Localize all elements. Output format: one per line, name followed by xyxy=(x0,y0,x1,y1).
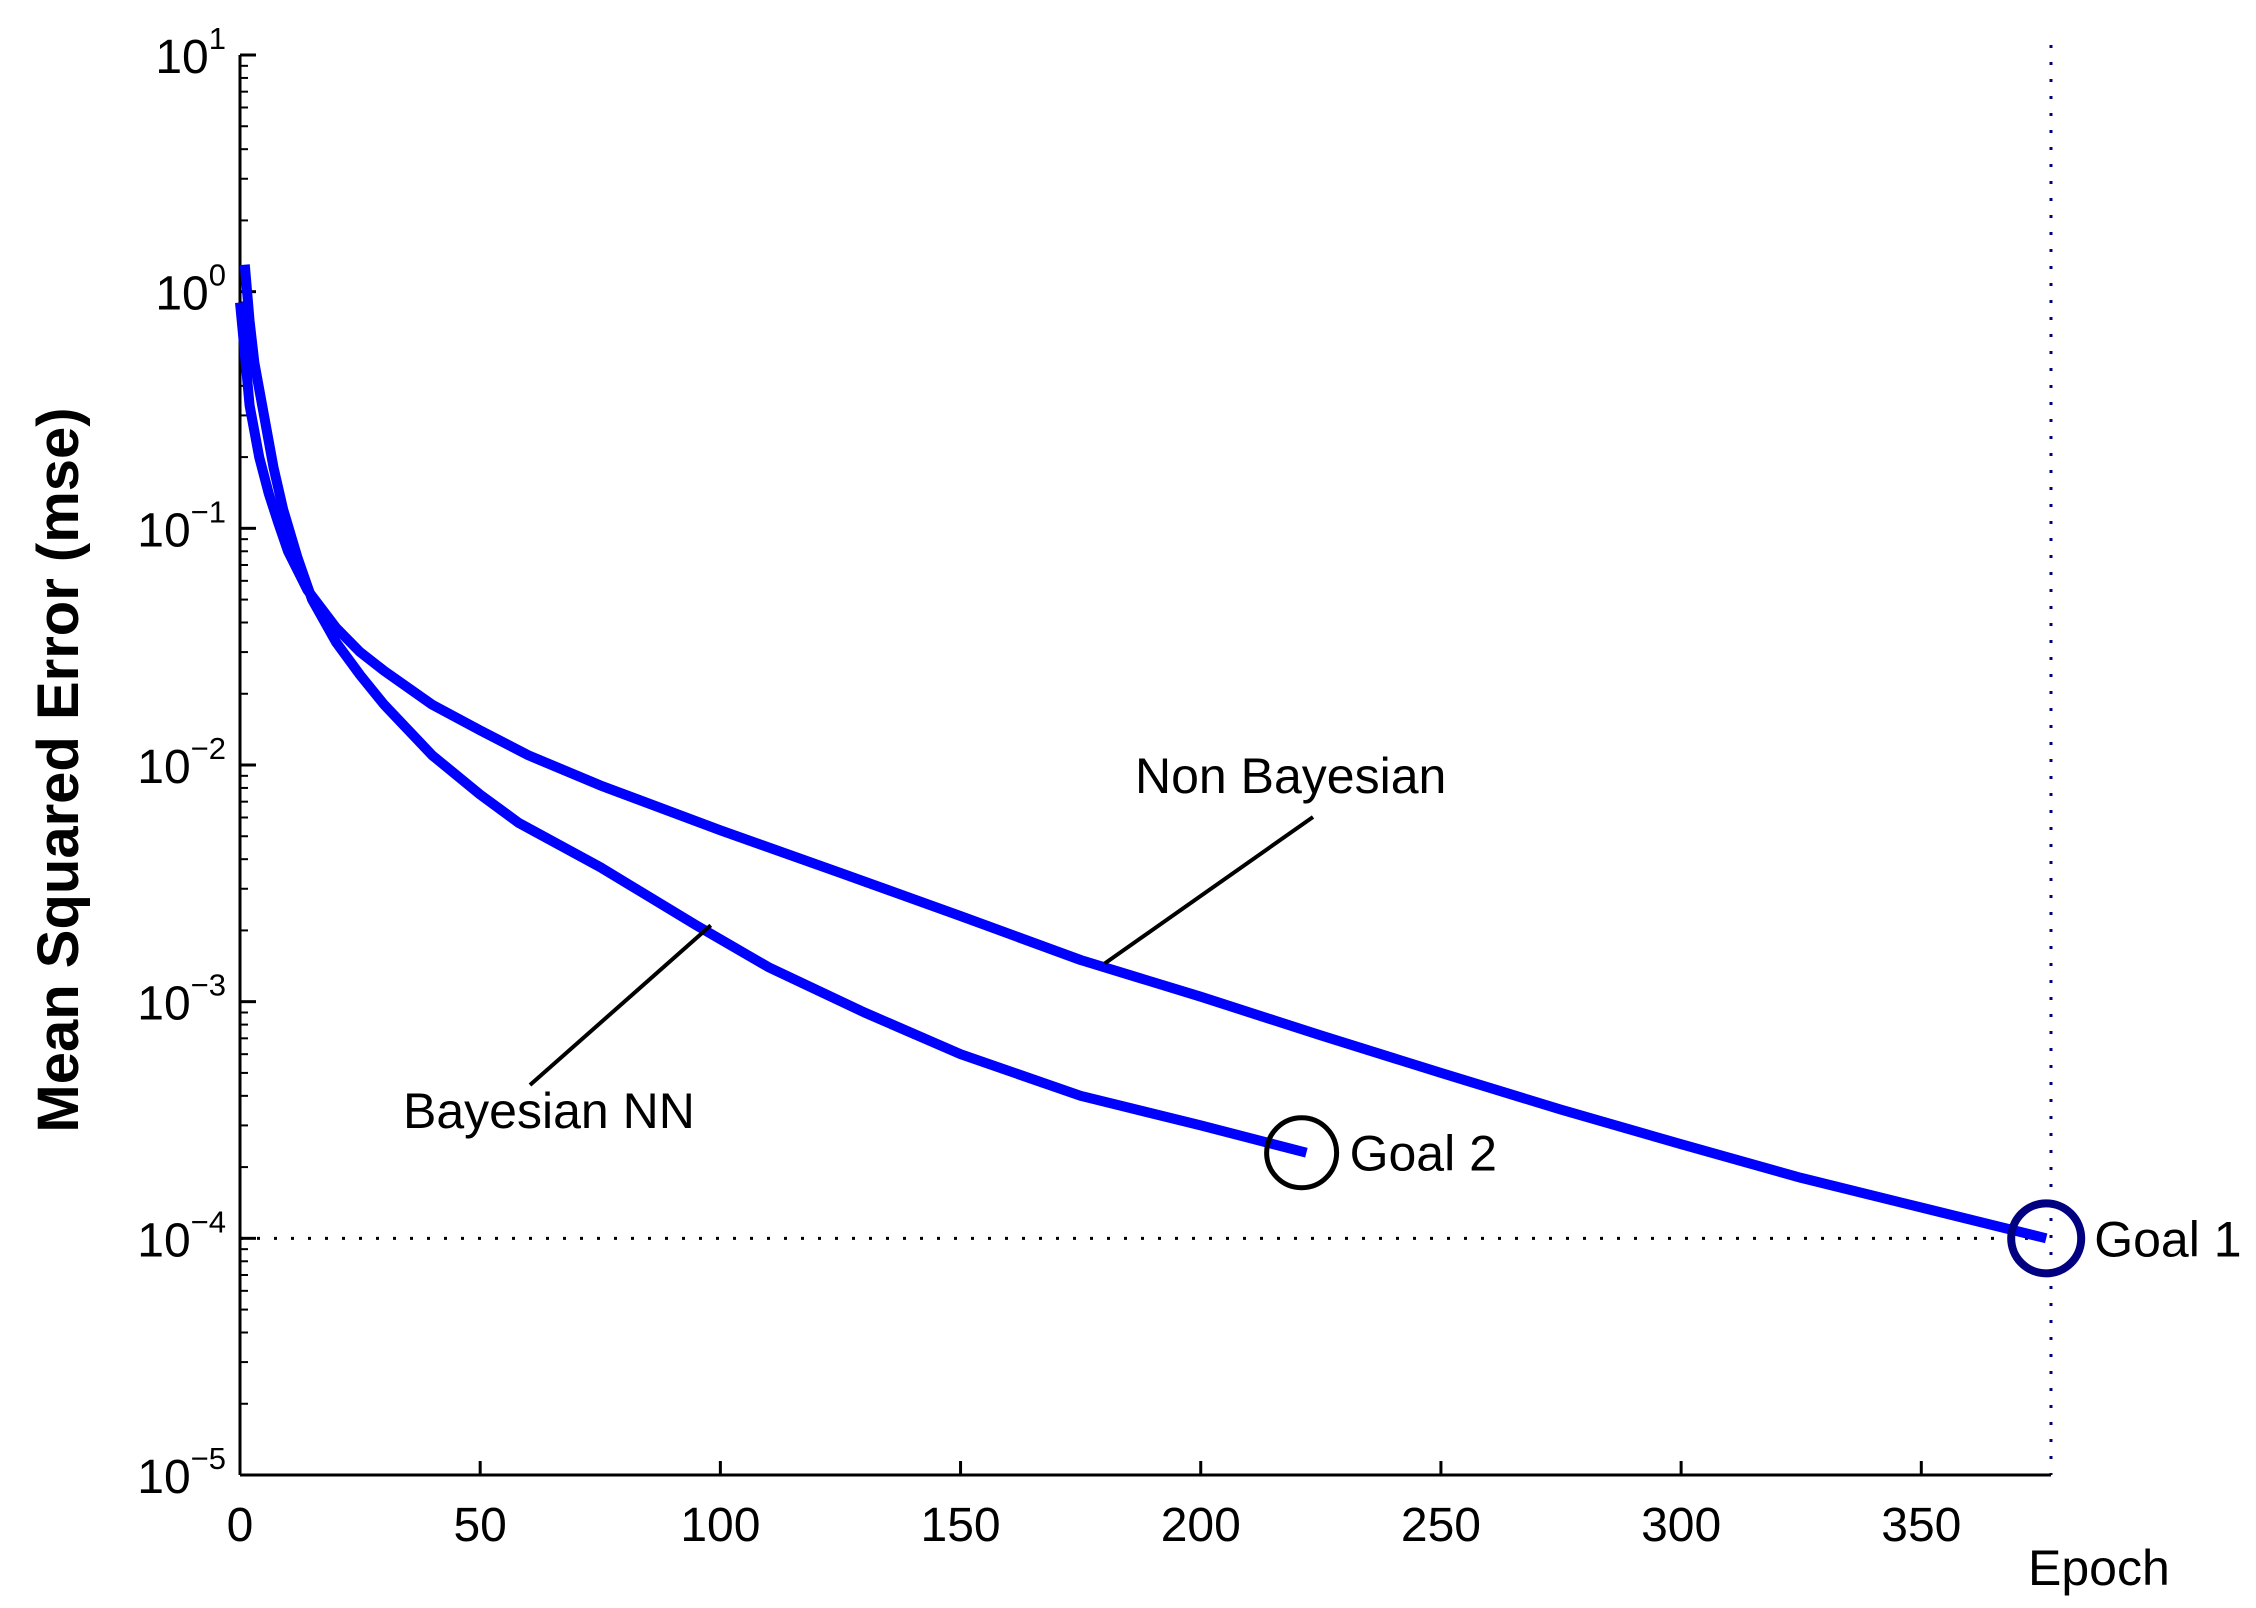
y-tick-exponent: −4 xyxy=(191,1204,226,1239)
y-tick-exponent: −2 xyxy=(191,731,226,766)
y-tick-exponent: −3 xyxy=(191,968,226,1003)
y-tick-label: 10−2 xyxy=(137,731,226,794)
x-tick-label: 350 xyxy=(1881,1499,1961,1552)
y-tick-base: 10 xyxy=(137,1214,190,1267)
reference-lines xyxy=(240,45,2053,1475)
goal-marker-circle xyxy=(2007,1199,2086,1278)
goal-markers: Goal 1 Goal 2 xyxy=(1264,1115,2242,1278)
y-tick-label: 10−5 xyxy=(137,1441,226,1504)
y-tick-base: 10 xyxy=(137,978,190,1031)
axes: 0 50 100 150 200 250 300 35010110010−110−210−31… xyxy=(137,21,2051,1552)
x-tick-label: 200 xyxy=(1161,1499,1241,1552)
goal-marker-label: Goal 1 xyxy=(2094,1211,2241,1267)
annotations: Non Bayesian Bayesian NN xyxy=(403,748,1446,1139)
x-tick-label: 250 xyxy=(1401,1499,1481,1552)
goal-marker-circle xyxy=(1264,1115,1340,1191)
x-tick-label: 100 xyxy=(680,1499,760,1552)
y-tick-label: 10−4 xyxy=(137,1204,226,1267)
y-tick-base: 10 xyxy=(137,741,190,794)
y-tick-label: 10−3 xyxy=(137,968,226,1031)
x-tick-label: 150 xyxy=(921,1499,1001,1552)
y-tick-base: 10 xyxy=(137,1451,190,1504)
y-tick-exponent: 0 xyxy=(209,258,226,293)
y-tick-base: 10 xyxy=(155,268,208,321)
y-tick-label: 10−1 xyxy=(137,494,226,557)
y-tick-exponent: −1 xyxy=(191,494,226,529)
y-tick-label: 100 xyxy=(155,258,226,321)
series-lines xyxy=(235,264,2048,1244)
x-tick-label: 300 xyxy=(1641,1499,1721,1552)
y-tick-exponent: 1 xyxy=(209,21,226,56)
bayesian-nn-label: Bayesian NN xyxy=(403,1083,695,1139)
x-tick-label: 0 xyxy=(227,1499,254,1552)
y-tick-base: 10 xyxy=(137,504,190,557)
y-tick-label: 101 xyxy=(155,21,226,84)
goal-marker-label: Goal 2 xyxy=(1350,1126,1497,1182)
bayesian-nn-leader-line xyxy=(528,923,713,1087)
x-tick-label: 50 xyxy=(453,1499,506,1552)
non-bayesian-leader-line xyxy=(1103,815,1315,966)
series-line-bayesian-nn xyxy=(239,264,1308,1158)
y-tick-exponent: −5 xyxy=(191,1441,226,1476)
y-tick-base: 10 xyxy=(155,31,208,84)
non-bayesian-label: Non Bayesian xyxy=(1135,748,1446,804)
y-axis-label: Mean Squared Error (mse) xyxy=(26,407,91,1132)
x-axis-label: Epoch xyxy=(2028,1540,2170,1596)
series-line-non-bayesian xyxy=(235,302,2048,1244)
